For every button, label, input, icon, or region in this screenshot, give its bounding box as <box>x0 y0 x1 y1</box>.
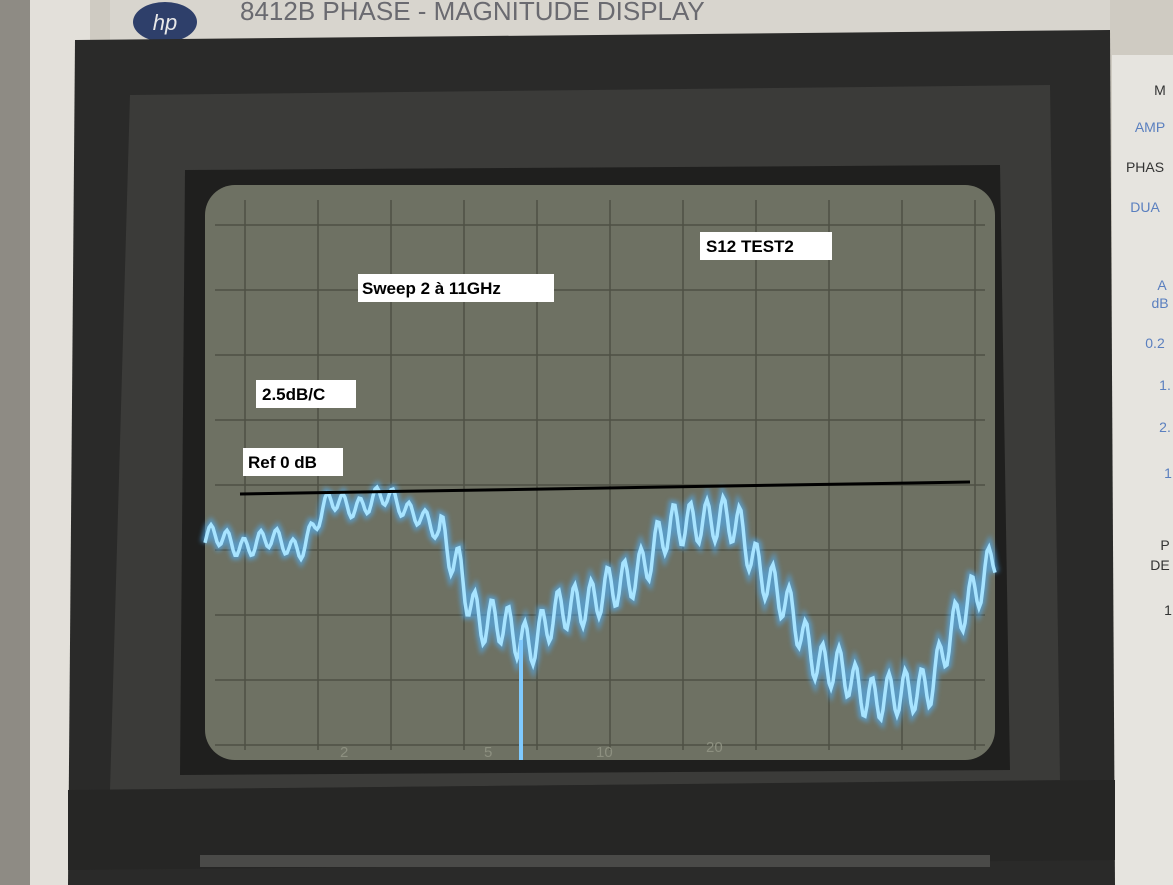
label-box <box>243 448 343 476</box>
brand: hp <box>153 10 177 35</box>
bezel-slot <box>200 855 990 867</box>
screen-scale: 10 <box>596 744 613 761</box>
left-strip <box>0 0 30 885</box>
screen-scale: 20 <box>706 739 723 756</box>
annotation: Ref 0 dB <box>248 453 317 472</box>
side-label: 1. <box>1159 377 1171 393</box>
label-box <box>256 380 356 408</box>
trace <box>203 484 997 724</box>
annotation: Sweep 2 à 11GHz <box>362 279 501 298</box>
screen-scale: 5 <box>484 744 492 761</box>
side-label: 0.2 <box>1145 335 1165 351</box>
side-label: dB <box>1151 295 1168 311</box>
annotation: S12 TEST2 <box>706 237 794 256</box>
label-box <box>358 274 554 302</box>
side-label: A <box>1157 277 1167 293</box>
side-label: M <box>1154 82 1166 98</box>
screen-scale: 2 <box>340 744 348 761</box>
annotation: 2.5dB/C <box>262 385 325 404</box>
side-label: 2. <box>1159 419 1171 435</box>
side-label: P <box>1160 537 1169 553</box>
side-label: AMP <box>1135 119 1165 135</box>
bezel-lip <box>68 780 1115 870</box>
side-label: DE <box>1150 557 1169 573</box>
side-label: 1 <box>1164 465 1172 481</box>
side-label: 1 <box>1164 602 1172 618</box>
label-box <box>700 232 832 260</box>
header: 8412B PHASE - MAGNITUDE DISPLAY <box>240 0 705 26</box>
logo <box>133 2 197 42</box>
side-label: PHAS <box>1126 159 1164 175</box>
side-label: DUA <box>1130 199 1160 215</box>
reference-line <box>239 480 971 496</box>
side-panel <box>1112 55 1173 885</box>
